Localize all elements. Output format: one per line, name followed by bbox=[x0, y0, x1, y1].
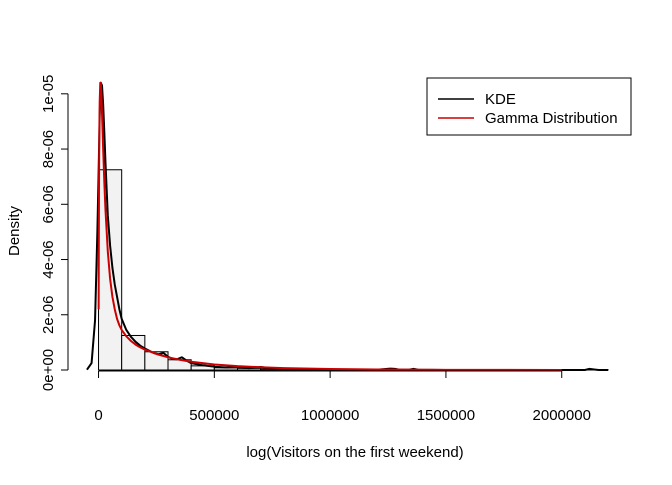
x-axis-title: log(Visitors on the first weekend) bbox=[246, 444, 463, 461]
x-tick-label: 2000000 bbox=[533, 407, 591, 424]
x-tick-label: 1500000 bbox=[417, 407, 475, 424]
legend: KDE Gamma Distribution bbox=[427, 78, 631, 135]
y-tick-label: 4e-06 bbox=[40, 240, 57, 278]
legend-label: Gamma Distribution bbox=[485, 110, 618, 127]
y-axis-title: Density bbox=[6, 205, 23, 256]
x-tick-label: 0 bbox=[94, 407, 102, 424]
legend-label: KDE bbox=[485, 91, 516, 108]
y-tick-label: 0e+00 bbox=[40, 349, 57, 391]
y-tick-label: 2e-06 bbox=[40, 296, 57, 334]
histogram-bars bbox=[99, 170, 609, 370]
x-tick-label: 500000 bbox=[189, 407, 239, 424]
y-tick-label: 6e-06 bbox=[40, 185, 57, 223]
y-tick-label: 8e-06 bbox=[40, 130, 57, 168]
y-tick-label: 1e-05 bbox=[40, 75, 57, 113]
x-tick-label: 1000000 bbox=[301, 407, 359, 424]
